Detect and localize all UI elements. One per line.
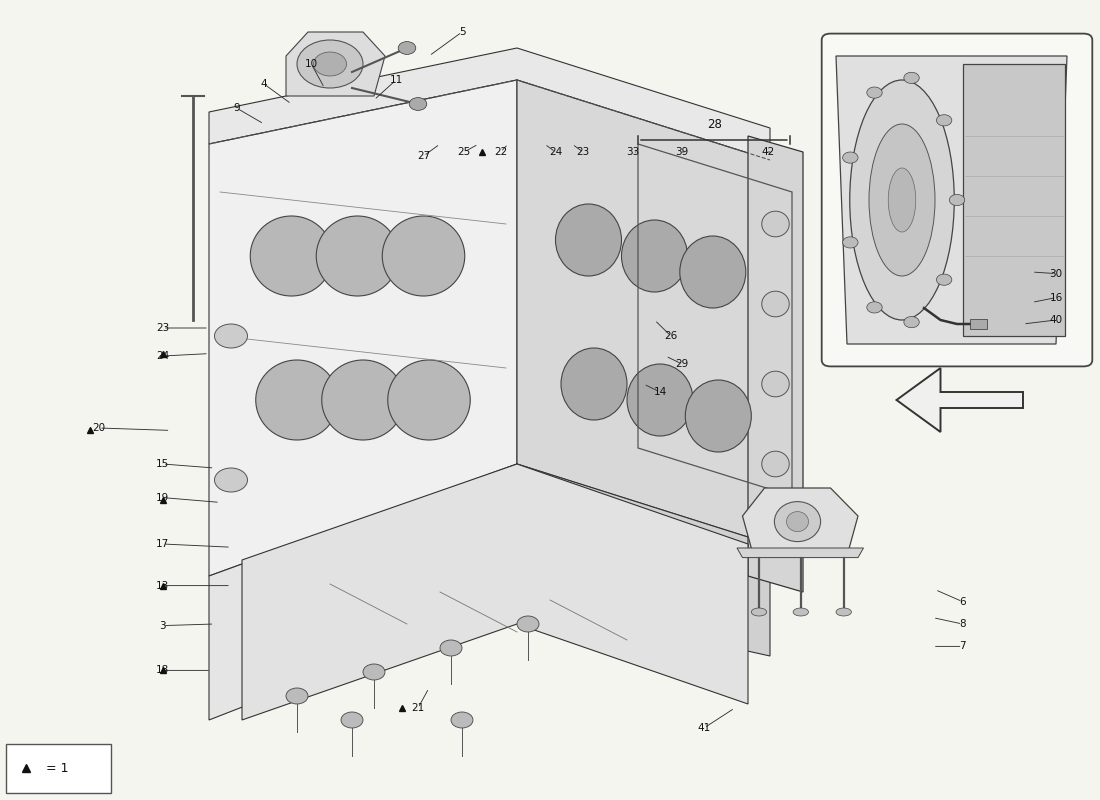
Polygon shape — [748, 136, 803, 592]
Text: 23: 23 — [156, 323, 169, 333]
Text: 29: 29 — [675, 359, 689, 369]
Polygon shape — [742, 488, 858, 556]
Text: 27: 27 — [417, 151, 430, 161]
Polygon shape — [896, 368, 1023, 432]
Circle shape — [904, 72, 920, 83]
Text: 20: 20 — [92, 423, 106, 433]
Ellipse shape — [774, 502, 821, 542]
Text: eu1parts.com: eu1parts.com — [336, 356, 588, 476]
Text: 3: 3 — [160, 621, 166, 630]
Polygon shape — [209, 464, 517, 720]
Ellipse shape — [761, 211, 790, 237]
Ellipse shape — [383, 216, 464, 296]
Text: 41: 41 — [697, 723, 711, 733]
Text: 40: 40 — [1049, 315, 1063, 325]
Ellipse shape — [317, 216, 398, 296]
Text: 5: 5 — [459, 27, 465, 37]
Text: 33: 33 — [626, 147, 639, 157]
Text: 9: 9 — [233, 103, 240, 113]
Text: 10: 10 — [305, 59, 318, 69]
Polygon shape — [242, 464, 748, 720]
Circle shape — [936, 114, 952, 126]
Polygon shape — [209, 80, 517, 576]
Ellipse shape — [786, 512, 808, 532]
Ellipse shape — [321, 360, 405, 440]
Circle shape — [214, 324, 248, 348]
Text: 28: 28 — [707, 118, 723, 130]
Circle shape — [409, 98, 427, 110]
Ellipse shape — [761, 371, 790, 397]
Text: 39: 39 — [675, 147, 689, 157]
Ellipse shape — [255, 360, 339, 440]
Circle shape — [451, 712, 473, 728]
Circle shape — [843, 237, 858, 248]
Ellipse shape — [751, 608, 767, 616]
Circle shape — [843, 152, 858, 163]
Circle shape — [341, 712, 363, 728]
Polygon shape — [209, 48, 770, 160]
Circle shape — [949, 194, 965, 206]
Ellipse shape — [761, 291, 790, 317]
Text: 16: 16 — [1049, 293, 1063, 302]
Text: a passion for parts since 1998: a passion for parts since 1998 — [316, 435, 608, 557]
Ellipse shape — [621, 220, 688, 292]
Text: 7: 7 — [959, 642, 966, 651]
Circle shape — [214, 468, 248, 492]
Ellipse shape — [793, 608, 808, 616]
Text: 24: 24 — [549, 147, 562, 157]
Circle shape — [936, 274, 952, 286]
Circle shape — [297, 40, 363, 88]
FancyBboxPatch shape — [822, 34, 1092, 366]
Text: 21: 21 — [411, 703, 425, 713]
Polygon shape — [517, 464, 770, 656]
Ellipse shape — [761, 451, 790, 477]
Text: 26: 26 — [664, 331, 678, 341]
Polygon shape — [737, 548, 864, 558]
Text: = 1: = 1 — [46, 762, 68, 774]
Text: 23: 23 — [576, 147, 590, 157]
Ellipse shape — [849, 80, 955, 320]
Circle shape — [314, 52, 346, 76]
Polygon shape — [286, 32, 385, 96]
Polygon shape — [962, 64, 1065, 336]
Ellipse shape — [556, 204, 622, 276]
Text: 25: 25 — [458, 147, 471, 157]
Ellipse shape — [627, 364, 693, 436]
Polygon shape — [836, 56, 1067, 344]
Circle shape — [440, 640, 462, 656]
Polygon shape — [517, 80, 770, 544]
Circle shape — [363, 664, 385, 680]
Ellipse shape — [836, 608, 851, 616]
Circle shape — [867, 87, 882, 98]
Text: 4: 4 — [261, 79, 267, 89]
Text: 17: 17 — [156, 539, 169, 549]
Ellipse shape — [561, 348, 627, 420]
Text: 13: 13 — [156, 581, 169, 590]
Text: 42: 42 — [761, 147, 774, 157]
Text: 15: 15 — [156, 459, 169, 469]
Bar — [970, 319, 987, 329]
Text: 30: 30 — [1049, 269, 1063, 278]
Text: 8: 8 — [959, 619, 966, 629]
Text: 6: 6 — [959, 597, 966, 606]
Circle shape — [904, 317, 920, 328]
Text: 14: 14 — [653, 387, 667, 397]
Ellipse shape — [685, 380, 751, 452]
Circle shape — [867, 302, 882, 313]
Circle shape — [286, 688, 308, 704]
FancyBboxPatch shape — [6, 744, 111, 793]
Text: 18: 18 — [156, 666, 169, 675]
Text: 19: 19 — [156, 493, 169, 502]
Text: 11: 11 — [389, 75, 403, 85]
Text: 24: 24 — [156, 351, 169, 361]
Ellipse shape — [680, 236, 746, 308]
Circle shape — [517, 616, 539, 632]
Ellipse shape — [889, 168, 915, 232]
Ellipse shape — [251, 216, 332, 296]
Circle shape — [398, 42, 416, 54]
Ellipse shape — [869, 124, 935, 276]
Text: 22: 22 — [494, 147, 507, 157]
Ellipse shape — [387, 360, 471, 440]
